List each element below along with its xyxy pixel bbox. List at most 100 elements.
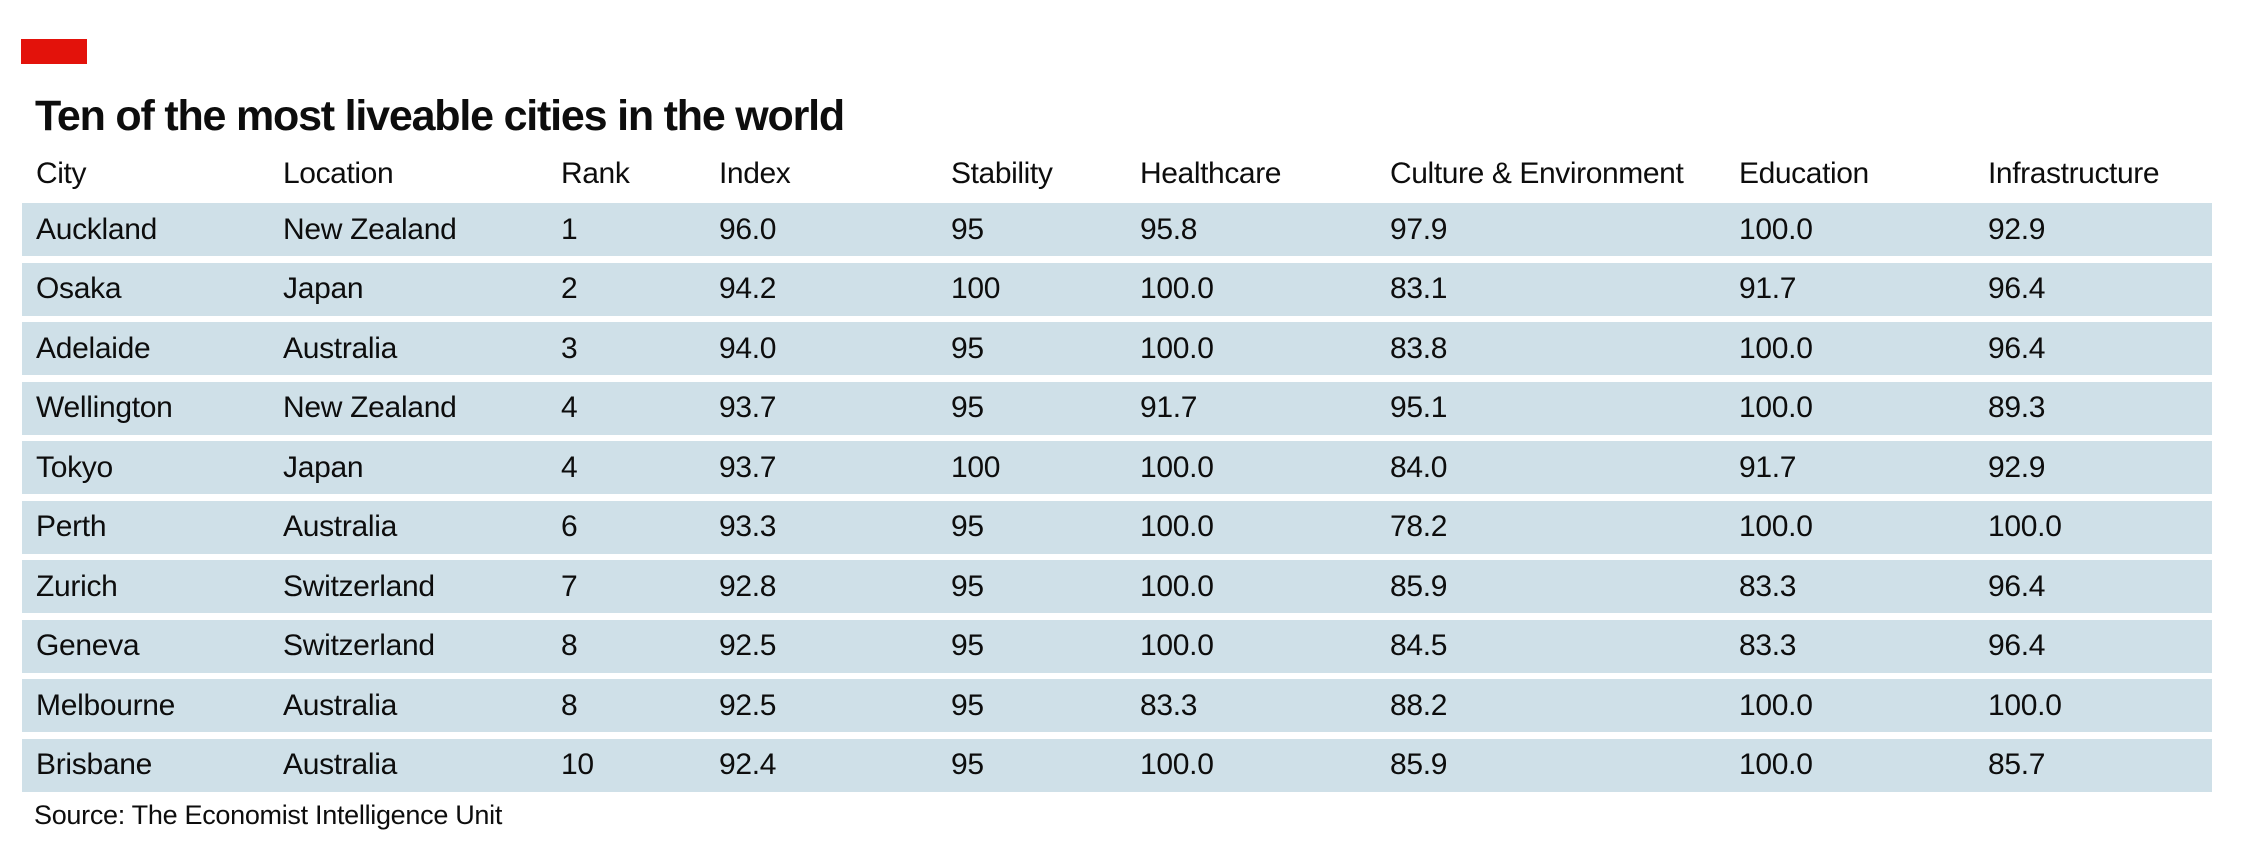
value-cell: 85.9: [1390, 569, 1448, 603]
value-cell: Switzerland: [283, 569, 435, 603]
value-cell: 100.0: [1140, 510, 1214, 543]
value-cell: 100.0: [1739, 510, 1813, 543]
value-cell: Japan: [283, 450, 364, 484]
city-cell: Auckland: [36, 212, 158, 246]
value-cell: New Zealand: [283, 212, 457, 246]
column-header-stability: Stability: [951, 157, 1053, 190]
table-row: Auckland New Zealand 1 96.0 95 95.8 97.9 100.0 9…: [22, 203, 2212, 256]
value-cell: 100.0: [1140, 569, 1214, 603]
table-row: Geneva Switzerland 8 92.5 95 100.0 84.5 83.3 96.…: [22, 619, 2212, 673]
value-cell: 100.0: [1739, 748, 1813, 781]
value-cell: 92.9: [1988, 450, 2046, 484]
value-cell: 78.2: [1390, 510, 1448, 543]
value-cell: 92.8: [719, 569, 777, 603]
table-body: Auckland New Zealand 1 96.0 95 95.8 97.9 100.0 9…: [22, 203, 2212, 792]
value-cell: 100.0: [1739, 212, 1813, 246]
table-row: Tokyo Japan 4 93.7 100 100.0 84.0 91.7 92.9: [22, 441, 2212, 494]
value-cell: 84.5: [1390, 629, 1448, 662]
value-cell: 92.5: [719, 629, 777, 662]
table-row: Adelaide Australia 3 94.0 95 100.0 83.8 100.0 96…: [22, 322, 2212, 375]
value-cell: 97.9: [1390, 212, 1448, 246]
liveability-table: City Location Rank Index Stability Healthcare…: [22, 157, 2212, 798]
city-cell: Zurich: [36, 569, 118, 603]
city-cell: Melbourne: [36, 688, 176, 722]
value-cell: Japan: [283, 272, 364, 305]
value-cell: 7: [561, 569, 578, 603]
value-cell: 100: [951, 450, 1001, 484]
city-cell: Adelaide: [36, 331, 151, 365]
table-row: Brisbane Australia 10 92.4 95 100.0 85.9 100.0 8…: [22, 738, 2212, 792]
value-cell: 95: [951, 212, 984, 246]
value-cell: 95: [951, 748, 984, 781]
value-cell: 8: [561, 629, 578, 662]
value-cell: 95: [951, 391, 984, 424]
value-cell: 85.9: [1390, 748, 1448, 781]
value-cell: 3: [561, 331, 578, 365]
value-cell: 83.8: [1390, 331, 1448, 365]
value-cell: 95: [951, 688, 984, 722]
column-header-city: City: [36, 157, 87, 190]
city-cell: Geneva: [36, 629, 140, 662]
value-cell: 83.3: [1140, 688, 1198, 722]
value-cell: 91.7: [1739, 450, 1797, 484]
value-cell: 96.4: [1988, 331, 2046, 365]
value-cell: 94.0: [719, 331, 777, 365]
brand-red-tab: [21, 39, 87, 64]
value-cell: Switzerland: [283, 629, 435, 662]
column-header-infrastructure: Infrastructure: [1988, 157, 2160, 190]
value-cell: 100.0: [1140, 748, 1214, 781]
value-cell: 85.7: [1988, 748, 2046, 781]
value-cell: 2: [561, 272, 578, 305]
table-row: Wellington New Zealand 4 93.7 95 91.7 95.1 100.…: [22, 381, 2212, 435]
value-cell: 100.0: [1988, 688, 2062, 722]
city-cell: Osaka: [36, 272, 122, 305]
value-cell: 95: [951, 629, 984, 662]
table-row: Perth Australia 6 93.3 95 100.0 78.2 100.0 100.0: [22, 500, 2212, 554]
city-cell: Wellington: [36, 391, 173, 424]
page-title: Ten of the most liveable cities in the w…: [35, 92, 845, 140]
value-cell: 95: [951, 569, 984, 603]
value-cell: 1: [561, 212, 578, 246]
value-cell: 83.1: [1390, 272, 1448, 305]
value-cell: Australia: [283, 510, 398, 543]
value-cell: 91.7: [1739, 272, 1797, 305]
value-cell: 100.0: [1739, 688, 1813, 722]
value-cell: 96.0: [719, 212, 777, 246]
value-cell: 100.0: [1140, 450, 1214, 484]
source-note: Source: The Economist Intelligence Unit: [34, 800, 503, 830]
value-cell: Australia: [283, 688, 398, 722]
value-cell: Australia: [283, 748, 398, 781]
value-cell: New Zealand: [283, 391, 457, 424]
value-cell: 100.0: [1739, 331, 1813, 365]
value-cell: 6: [561, 510, 578, 543]
value-cell: 91.7: [1140, 391, 1198, 424]
value-cell: 92.4: [719, 748, 777, 781]
value-cell: 100.0: [1988, 510, 2062, 543]
value-cell: 95.8: [1140, 212, 1198, 246]
city-cell: Brisbane: [36, 748, 153, 781]
table-row: Osaka Japan 2 94.2 100 100.0 83.1 91.7 96.4: [22, 262, 2212, 316]
value-cell: 92.5: [719, 688, 777, 722]
value-cell: 89.3: [1988, 391, 2046, 424]
value-cell: 100.0: [1140, 331, 1214, 365]
value-cell: 94.2: [719, 272, 777, 305]
value-cell: 100.0: [1739, 391, 1813, 424]
table-header-row: City Location Rank Index Stability Healthcare…: [22, 157, 2212, 191]
city-cell: Perth: [36, 510, 107, 543]
value-cell: 92.9: [1988, 212, 2046, 246]
column-header-location: Location: [283, 157, 394, 190]
value-cell: 95: [951, 510, 984, 543]
value-cell: 96.4: [1988, 569, 2046, 603]
value-cell: 93.7: [719, 450, 777, 484]
value-cell: 100.0: [1140, 629, 1214, 662]
value-cell: 96.4: [1988, 629, 2046, 662]
value-cell: 84.0: [1390, 450, 1448, 484]
value-cell: 10: [561, 748, 594, 781]
column-header-index: Index: [719, 157, 791, 190]
table-row: Zurich Switzerland 7 92.8 95 100.0 85.9 83.3 96.…: [22, 560, 2212, 613]
value-cell: 95: [951, 331, 984, 365]
value-cell: 95.1: [1390, 391, 1448, 424]
value-cell: 4: [561, 391, 578, 424]
value-cell: 83.3: [1739, 629, 1797, 662]
value-cell: 96.4: [1988, 272, 2046, 305]
